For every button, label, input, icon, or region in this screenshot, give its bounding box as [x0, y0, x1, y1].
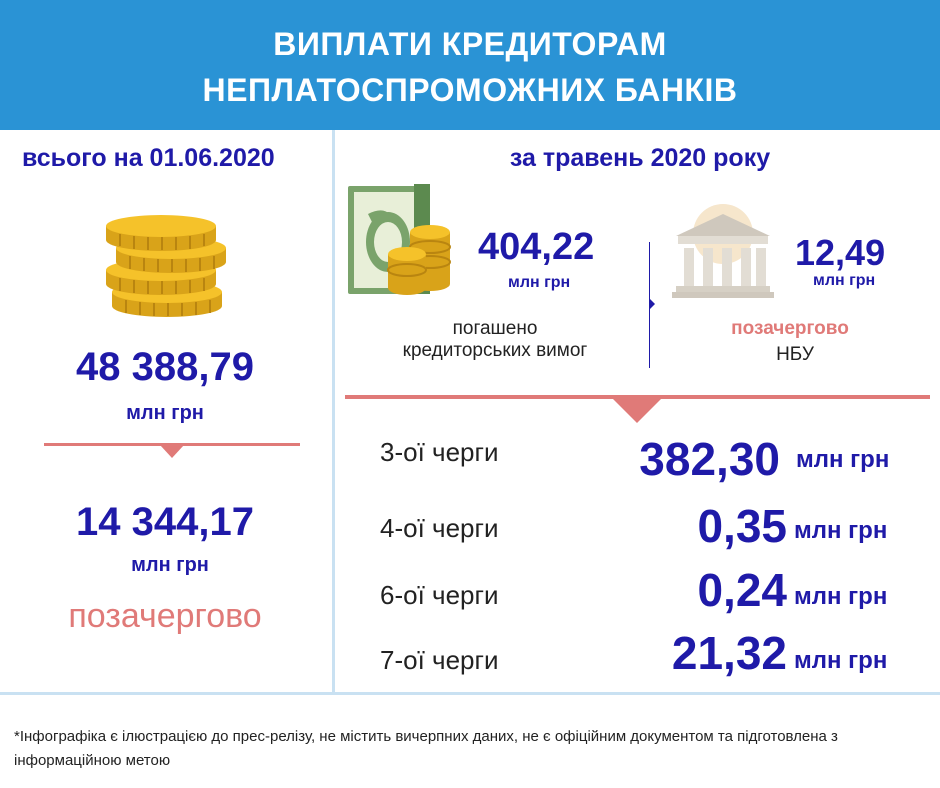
- queue-value: 0,35: [697, 500, 787, 552]
- queue-unit: млн грн: [794, 647, 888, 674]
- right-title: за травень 2020 року: [509, 144, 771, 172]
- header-title-line2: НЕПЛАТОСПРОМОЖНИХ БАНКІВ: [202, 72, 738, 108]
- nbu-value: 12,49: [795, 232, 886, 273]
- header-title-line1: ВИПЛАТИ КРЕДИТОРАМ: [273, 26, 667, 62]
- total-value: 48 388,79: [76, 345, 254, 389]
- left-separator-notch: [160, 445, 184, 458]
- repaid-value: 404,22: [478, 226, 595, 268]
- queue-value: 21,32: [671, 627, 787, 679]
- vertical-divider: [332, 130, 335, 693]
- total-unit: млн грн: [126, 402, 204, 424]
- left-separator: [44, 443, 300, 446]
- money-coins-icon: [348, 184, 451, 295]
- queue-label: 6-ої черги: [380, 580, 499, 610]
- priority-label: позачергово: [68, 597, 262, 635]
- right-separator: [345, 395, 930, 399]
- queue-unit: млн грн: [794, 583, 888, 610]
- repaid-unit: млн грн: [508, 274, 571, 291]
- left-title: всього на 01.06.2020: [22, 144, 275, 172]
- queue-label: 3-ої черги: [380, 437, 499, 467]
- queue-label: 7-ої черги: [380, 645, 499, 675]
- nbu-unit: млн грн: [813, 272, 876, 289]
- nbu-label-1: позачергово: [731, 318, 849, 339]
- mini-divider-arrow: [649, 298, 655, 310]
- priority-value: 14 344,17: [76, 500, 254, 544]
- queue-value: 0,24: [697, 564, 787, 616]
- coins-stack-icon: [106, 215, 226, 317]
- queue-value: 382,30: [639, 433, 780, 485]
- queue-label: 4-ої черги: [380, 513, 499, 543]
- queue-unit: млн грн: [796, 446, 890, 473]
- queue-unit: млн грн: [794, 517, 888, 544]
- repaid-label-1: погашено: [452, 318, 538, 339]
- right-separator-notch: [612, 398, 662, 423]
- footer-disclaimer: *Інфографіка є ілюстрацією до прес-реліз…: [14, 728, 838, 769]
- footer-divider: [0, 692, 940, 695]
- nbu-label-2: НБУ: [776, 344, 814, 365]
- repaid-label-2: кредиторських вимог: [402, 340, 588, 361]
- bank-building-icon: [672, 204, 774, 298]
- priority-unit: млн грн: [131, 554, 209, 576]
- header-banner: ВИПЛАТИ КРЕДИТОРАМ НЕПЛАТОСПРОМОЖНИХ БАН…: [0, 0, 940, 130]
